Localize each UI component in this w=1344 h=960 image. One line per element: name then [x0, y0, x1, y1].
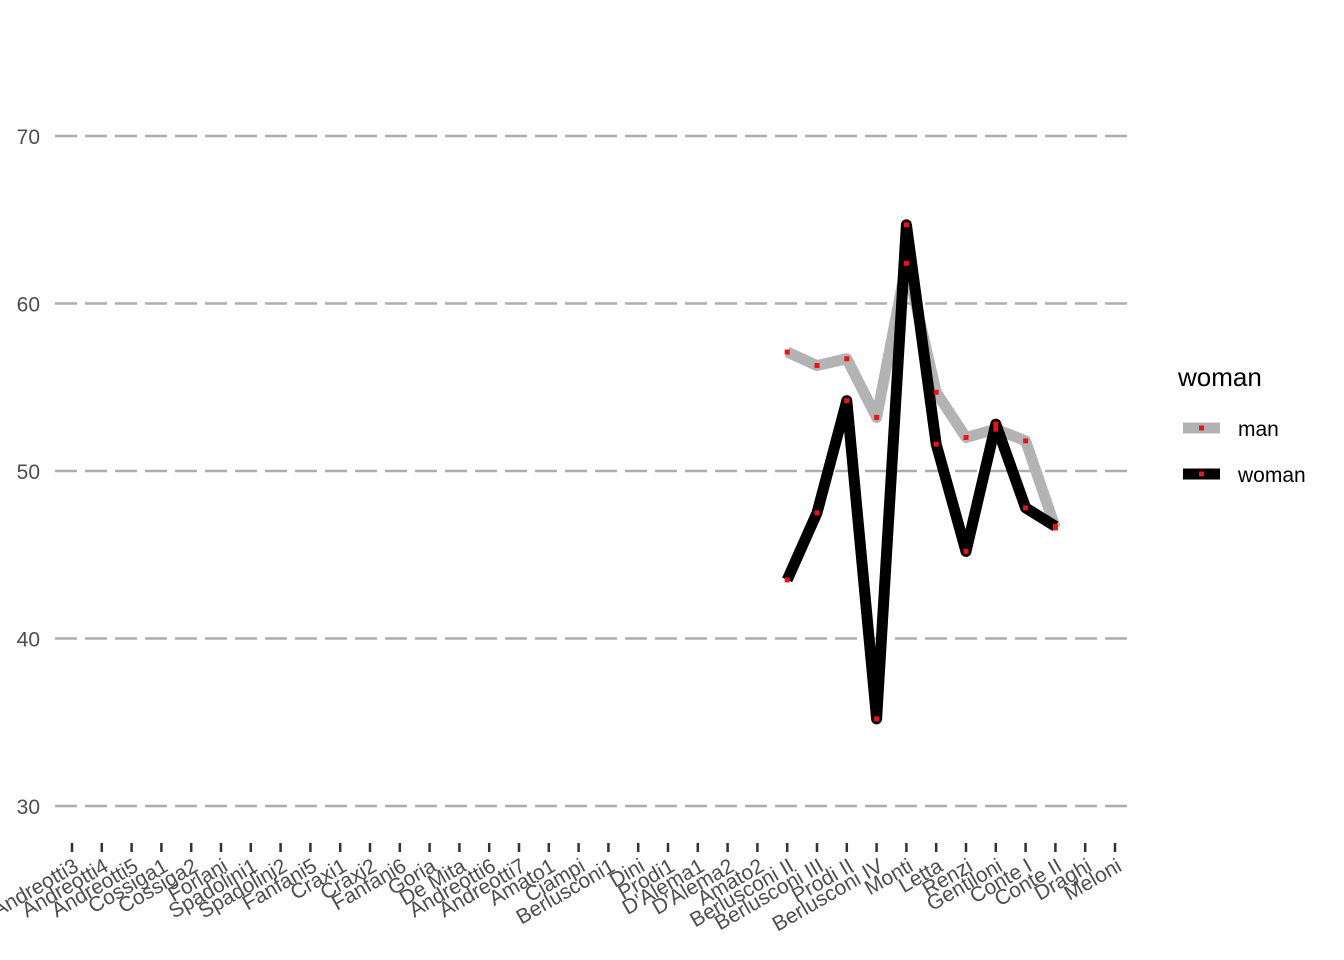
legend-label-man: man — [1238, 418, 1279, 441]
legend: woman man woman — [1177, 362, 1306, 487]
data-point-woman — [993, 421, 999, 427]
data-point-man — [844, 356, 850, 362]
data-point-woman — [844, 398, 850, 404]
legend-key-point — [1199, 425, 1204, 431]
series-lines — [782, 219, 1061, 725]
data-point-woman — [903, 222, 909, 228]
series-line-woman — [782, 219, 1059, 725]
legend-title: woman — [1177, 362, 1262, 392]
data-point-woman — [874, 716, 880, 722]
y-tick-label: 50 — [17, 461, 40, 484]
y-tick-label: 40 — [17, 629, 40, 652]
data-point-man — [1023, 438, 1029, 444]
data-point-woman — [963, 548, 969, 554]
y-tick-label: 30 — [17, 796, 40, 819]
legend-key-point — [1199, 471, 1204, 477]
y-tick-label: 70 — [17, 126, 40, 149]
data-point-man — [874, 414, 880, 420]
data-point-man — [993, 426, 999, 432]
data-point-man — [933, 389, 939, 395]
gridlines — [55, 134, 1135, 808]
data-point-man — [903, 260, 909, 266]
legend-label-woman: woman — [1237, 464, 1306, 487]
y-axis-ticks: 30 40 50 60 70 — [17, 126, 40, 819]
x-axis-ticks: Andreotti3Andreotti4Andreotti5Cossiga1Co… — [0, 843, 1126, 936]
y-tick-label: 60 — [17, 294, 40, 317]
data-points — [784, 222, 1058, 722]
data-point-woman — [933, 441, 939, 447]
data-point-woman — [814, 510, 820, 516]
data-point-woman — [784, 577, 790, 583]
data-point-man — [963, 435, 969, 440]
data-point-man — [784, 349, 790, 355]
data-point-woman — [1023, 505, 1029, 511]
data-point-man — [814, 362, 820, 368]
data-point-woman — [1052, 523, 1058, 529]
